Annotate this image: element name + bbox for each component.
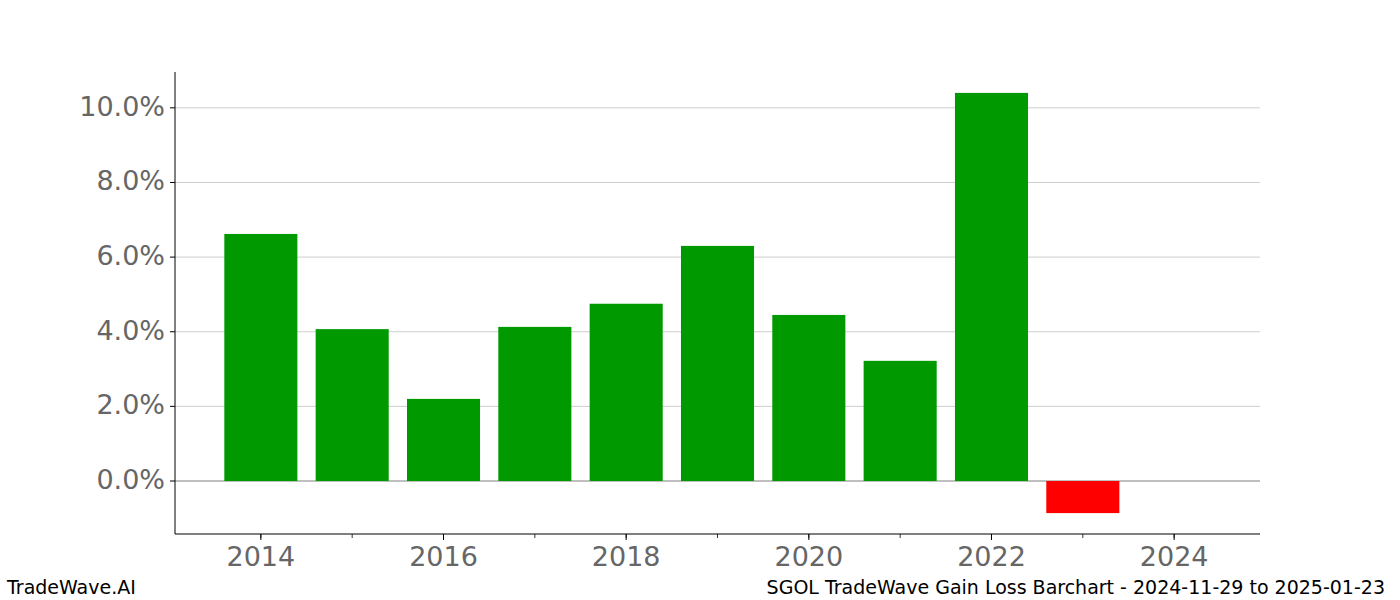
axis-line <box>175 72 176 534</box>
axis-line <box>175 534 1260 535</box>
tick-mark <box>808 534 809 540</box>
chart-svg: 0.0% 2.0% 4.0% 6.0% 8.0% 10.0% 2014 2016 2018 202… <box>0 0 1400 600</box>
minor-tick <box>352 534 353 538</box>
tick-mark <box>991 534 992 540</box>
bar <box>864 361 937 481</box>
tick-label: 2024 <box>1140 541 1209 572</box>
bars <box>224 93 1119 513</box>
bar <box>407 399 480 481</box>
tick-label: 6.0% <box>96 240 165 271</box>
tick-mark <box>260 534 261 540</box>
tick-label: 2022 <box>957 541 1026 572</box>
minor-tick <box>900 534 901 538</box>
tick-mark <box>170 182 175 183</box>
bar <box>772 315 845 481</box>
tick-mark <box>170 481 175 482</box>
tick-label: 2.0% <box>96 389 165 420</box>
tick-mark <box>170 406 175 407</box>
bar <box>590 304 663 481</box>
tick-label: 0.0% <box>96 464 165 495</box>
tick-label: 2020 <box>774 541 843 572</box>
tick-label: 2018 <box>592 541 661 572</box>
tick-mark <box>443 534 444 540</box>
footer-left: TradeWave.AI <box>6 576 136 598</box>
bar <box>316 329 389 481</box>
tick-label: 2016 <box>409 541 478 572</box>
y-axis: 0.0% 2.0% 4.0% 6.0% 8.0% 10.0% <box>79 91 1260 495</box>
grid-line <box>175 107 1260 108</box>
bar <box>224 234 297 481</box>
bar <box>1046 481 1119 513</box>
bar <box>955 93 1028 481</box>
tick-mark <box>170 107 175 108</box>
tick-label: 10.0% <box>79 91 165 122</box>
bar <box>681 246 754 481</box>
bar <box>498 327 571 481</box>
minor-tick <box>534 534 535 538</box>
chart-title: SGOL TradeWave Gain Loss Barchart - 2024… <box>767 576 1385 598</box>
minor-tick <box>1082 534 1083 538</box>
tick-mark <box>170 257 175 258</box>
tick-label: 8.0% <box>96 165 165 196</box>
tick-label: 4.0% <box>96 315 165 346</box>
tick-mark <box>626 534 627 540</box>
tick-label: 2014 <box>226 541 295 572</box>
bar <box>1138 481 1211 482</box>
grid-line <box>175 182 1260 183</box>
minor-tick <box>717 534 718 538</box>
tick-mark <box>1174 534 1175 540</box>
chart-root: 0.0% 2.0% 4.0% 6.0% 8.0% 10.0% 2014 2016 2018 202… <box>0 0 1400 600</box>
tick-mark <box>170 331 175 332</box>
x-axis: 2014 2016 2018 2020 2022 2024 <box>226 534 1208 572</box>
